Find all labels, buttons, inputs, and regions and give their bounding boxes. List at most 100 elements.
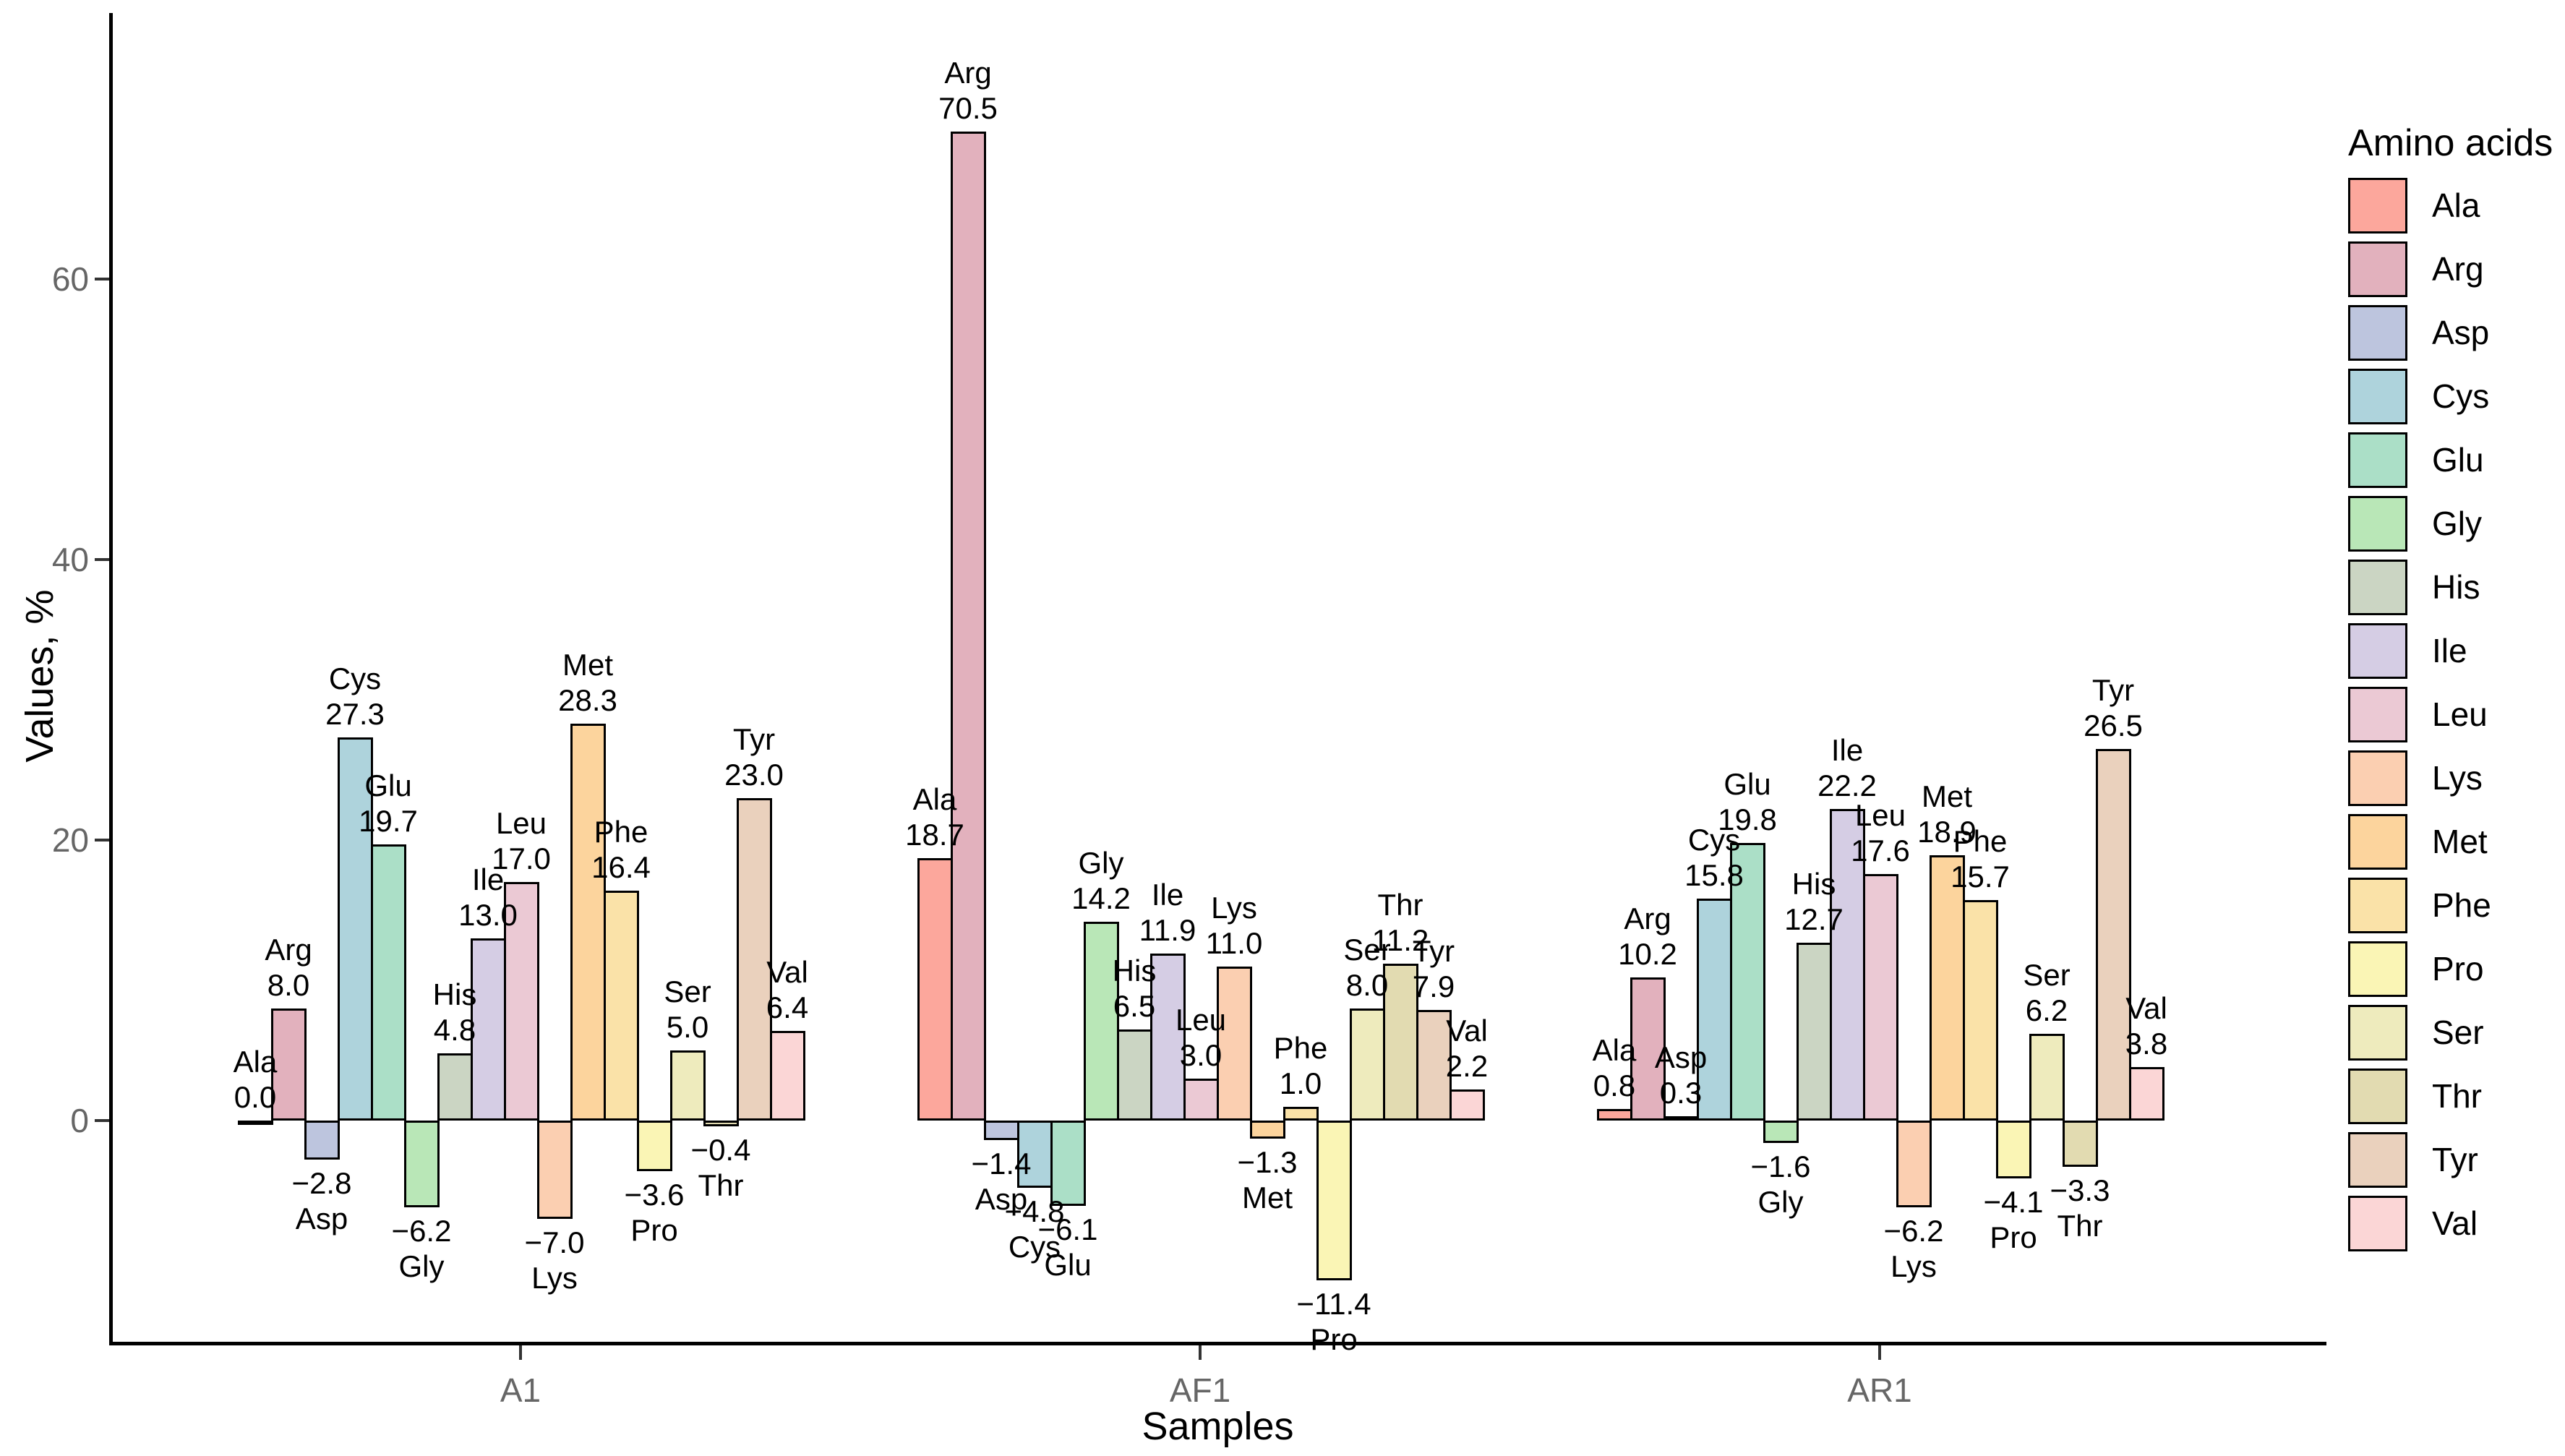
y-tick-mark-20 <box>95 839 109 842</box>
bar-A1-Ser <box>670 1050 706 1121</box>
bar-label-AR1-Gly: −1.6 Gly <box>1750 1149 1811 1220</box>
bar-AR1-Gly <box>1763 1121 1799 1144</box>
x-tick-label-A1: A1 <box>500 1371 541 1409</box>
bar-A1-Met <box>570 723 606 1121</box>
bar-AR1-Ser <box>2029 1033 2065 1121</box>
bar-AR1-Cys <box>1697 899 1732 1121</box>
bar-AF1-Gly <box>1084 921 1119 1121</box>
bar-label-AR1-Thr: −3.3 Thr <box>2050 1173 2110 1243</box>
bar-A1-Pro <box>637 1121 672 1171</box>
y-tick-label-60: 60 <box>51 260 89 298</box>
bar-label-A1-Asp: −2.8 Asp <box>291 1166 352 1236</box>
bar-A1-Ala <box>238 1121 273 1125</box>
bar-label-AF1-Ile: Ile 11.9 <box>1139 878 1196 948</box>
bar-A1-Glu <box>371 844 406 1121</box>
bar-A1-Asp <box>304 1121 340 1160</box>
bar-AR1-His <box>1797 942 1832 1121</box>
legend-label-Thr: Thr <box>2432 1077 2482 1115</box>
bar-label-AR1-Ser: Ser 6.2 <box>2023 957 2071 1027</box>
legend-title: Amino acids <box>2348 122 2553 164</box>
y-tick-label-20: 20 <box>51 821 89 859</box>
bar-label-A1-Ile: Ile 13.0 <box>458 862 518 932</box>
bar-label-AF1-Thr: Thr 11.2 <box>1371 887 1429 957</box>
legend-label-Asp: Asp <box>2432 314 2490 351</box>
legend-label-Tyr: Tyr <box>2432 1141 2478 1178</box>
bar-label-A1-Arg: Arg 8.0 <box>265 932 312 1002</box>
legend-swatch-Asp <box>2348 305 2407 361</box>
legend-label-Val: Val <box>2432 1204 2478 1242</box>
x-tick-mark-AF1 <box>1199 1345 1202 1360</box>
bar-AR1-Leu <box>1863 873 1898 1121</box>
bar-A1-Arg <box>271 1008 307 1121</box>
bar-AF1-His <box>1117 1029 1152 1121</box>
bar-label-AR1-Asp: Asp 0.3 <box>1654 1040 1708 1110</box>
bar-label-AR1-Lys: −6.2 Lys <box>1883 1214 1944 1284</box>
bar-AF1-Ile <box>1150 954 1186 1121</box>
bar-AF1-Lys <box>1217 966 1252 1121</box>
legend-swatch-Ser <box>2348 1005 2407 1061</box>
bar-A1-Lys <box>537 1121 573 1219</box>
bar-label-A1-Ala: Ala 0.0 <box>233 1045 278 1114</box>
bar-AR1-Glu <box>1730 842 1765 1121</box>
bar-label-AR1-Met: Met 18.9 <box>1917 779 1977 849</box>
legend-label-Arg: Arg <box>2432 250 2484 288</box>
y-tick-mark-60 <box>95 278 109 281</box>
y-tick-label-0: 0 <box>70 1102 89 1139</box>
bar-AR1-Met <box>1930 855 1965 1121</box>
bar-AF1-Glu <box>1050 1121 1086 1207</box>
x-tick-label-AR1: AR1 <box>1847 1371 1912 1409</box>
bar-label-AF1-His: His 6.5 <box>1112 953 1157 1023</box>
bar-AR1-Val <box>2129 1067 2164 1121</box>
bar-A1-Tyr <box>737 797 772 1121</box>
bar-AF1-Phe <box>1283 1106 1319 1121</box>
bar-label-AR1-Tyr: Tyr 26.5 <box>2084 672 2143 742</box>
x-tick-mark-AR1 <box>1878 1345 1881 1360</box>
bar-AR1-Tyr <box>2096 748 2131 1121</box>
bar-label-A1-Gly: −6.2 Gly <box>391 1214 452 1284</box>
legend-label-His: His <box>2432 568 2480 606</box>
bar-label-AF1-Ala: Ala 18.7 <box>905 782 964 852</box>
legend-swatch-Tyr <box>2348 1132 2407 1188</box>
bar-label-AR1-Cys: Cys 15.8 <box>1684 823 1744 893</box>
bar-AR1-Asp <box>1663 1116 1699 1121</box>
legend-swatch-Lys <box>2348 750 2407 806</box>
bar-AF1-Asp <box>984 1121 1019 1141</box>
bar-label-A1-Leu: Leu 17.0 <box>492 806 551 876</box>
bar-label-AF1-Ser: Ser 8.0 <box>1343 932 1391 1002</box>
bar-label-A1-Phe: Phe 16.4 <box>591 814 651 884</box>
bar-label-AF1-Lys: Lys 11.0 <box>1205 890 1263 960</box>
bar-AF1-Met <box>1250 1121 1285 1139</box>
bar-label-A1-Val: Val 6.4 <box>766 954 809 1024</box>
legend-label-Leu: Leu <box>2432 695 2488 733</box>
bar-AR1-Thr <box>2063 1121 2098 1168</box>
bar-label-A1-Tyr: Tyr 23.0 <box>724 721 784 792</box>
bar-label-AR1-Pro: −4.1 Pro <box>1983 1184 2044 1254</box>
x-axis-line <box>109 1342 2326 1345</box>
x-tick-label-AF1: AF1 <box>1169 1371 1231 1409</box>
legend-label-Phe: Phe <box>2432 886 2491 924</box>
bar-label-AR1-His: His 12.7 <box>1784 866 1844 936</box>
bar-AF1-Ala <box>917 858 953 1121</box>
legend-label-Ser: Ser <box>2432 1014 2484 1051</box>
legend-swatch-Met <box>2348 814 2407 870</box>
bar-label-AF1-Tyr: Tyr 7.9 <box>1412 933 1455 1003</box>
bar-label-AR1-Ile: Ile 22.2 <box>1817 733 1877 803</box>
legend-swatch-Arg <box>2348 241 2407 297</box>
legend-label-Ala: Ala <box>2432 187 2480 224</box>
bar-AF1-Cys <box>1017 1121 1053 1189</box>
legend-label-Ile: Ile <box>2432 632 2467 669</box>
x-tick-mark-A1 <box>519 1345 522 1360</box>
legend-swatch-Ile <box>2348 623 2407 679</box>
bar-AF1-Leu <box>1183 1078 1219 1121</box>
bar-AR1-Lys <box>1896 1121 1932 1208</box>
y-tick-mark-0 <box>95 1119 109 1122</box>
legend-swatch-Phe <box>2348 878 2407 933</box>
bar-AF1-Tyr <box>1416 1009 1452 1121</box>
legend-label-Met: Met <box>2432 823 2488 860</box>
bar-label-AR1-Phe: Phe 15.7 <box>1950 824 2010 894</box>
bar-A1-Val <box>770 1030 805 1121</box>
bar-A1-Ile <box>471 938 506 1121</box>
bar-label-AF1-Phe: Phe 1.0 <box>1273 1030 1328 1100</box>
bar-label-A1-Lys: −7.0 Lys <box>524 1225 585 1295</box>
